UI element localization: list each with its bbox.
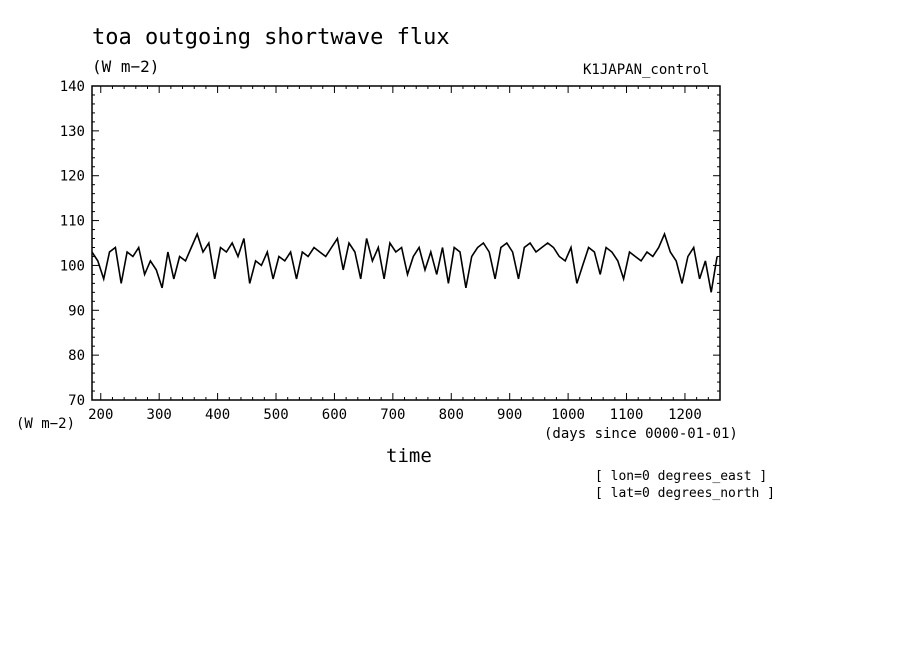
x-tick-label: 500 — [263, 407, 288, 423]
x-axis-units: (days since 0000-01-01) — [544, 426, 738, 442]
lon-coordinate: [ lon=0 degrees_east ] — [595, 469, 768, 484]
y-tick-label: 70 — [68, 393, 85, 409]
y-tick-labels: 70 80 90 100 110 120 130 140 — [60, 79, 85, 409]
chart-title: toa outgoing shortwave flux — [92, 25, 450, 50]
y-tick-label: 130 — [60, 124, 85, 140]
x-tick-labels: 200 300 400 500 600 700 800 900 1000 1100 1200 — [88, 407, 702, 423]
y-axis-units: (W m−2) — [16, 416, 76, 432]
y-tick-label: 140 — [60, 79, 85, 95]
x-tick-label: 800 — [439, 407, 464, 423]
x-tick-label: 1200 — [668, 407, 702, 423]
x-tick-label: 400 — [205, 407, 230, 423]
y-tick-label: 90 — [68, 303, 85, 319]
lat-coordinate: [ lat=0 degrees_north ] — [595, 486, 776, 501]
y-tick-label: 80 — [68, 348, 85, 364]
plot-frame — [91, 85, 721, 401]
run-label: K1JAPAN_control — [583, 62, 710, 78]
x-tick-label: 300 — [147, 407, 172, 423]
x-tick-label: 900 — [497, 407, 522, 423]
x-axis-label: time — [386, 445, 432, 467]
y-tick-label: 100 — [60, 258, 85, 274]
y-tick-label: 120 — [60, 169, 85, 185]
chart-units: (W m−2) — [92, 57, 160, 76]
x-tick-label: 600 — [322, 407, 347, 423]
x-tick-label: 1000 — [551, 407, 585, 423]
x-tick-label: 700 — [380, 407, 405, 423]
x-tick-label: 200 — [88, 407, 113, 423]
series-line — [91, 231, 718, 293]
x-tick-label: 1100 — [610, 407, 644, 423]
y-tick-label: 110 — [60, 214, 85, 230]
axis-ticks — [92, 85, 721, 401]
